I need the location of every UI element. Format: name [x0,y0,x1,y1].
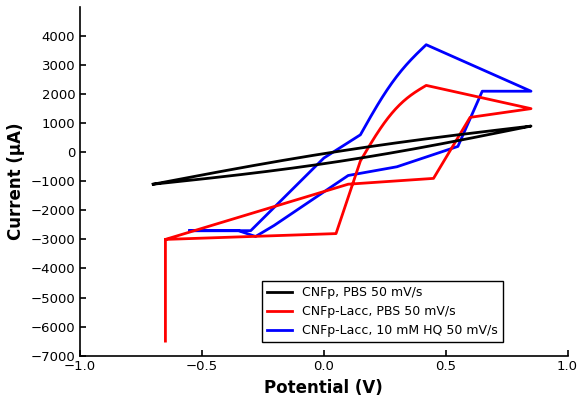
CNFp-Lacc, 10 mM HQ 50 mV/s [257,231,264,236]
CNFp, PBS 50 mV/s [301,164,308,169]
CNFp-Lacc, 10 mM HQ 50 mV/s [392,164,399,169]
CNFp, PBS 50 mV/s [171,179,178,184]
CNFp, PBS 50 mV/s [400,139,407,144]
CNFp, PBS 50 mV/s [291,156,298,161]
CNFp-Lacc, 10 mM HQ 50 mV/s [256,231,263,236]
CNFp-Lacc, PBS 50 mV/s [162,316,169,321]
CNFp-Lacc, 10 mM HQ 50 mV/s [186,228,193,233]
CNFp-Lacc, 10 mM HQ 50 mV/s [252,234,259,239]
Line: CNFp, PBS 50 mV/s: CNFp, PBS 50 mV/s [153,126,531,184]
CNFp-Lacc, PBS 50 mV/s [162,339,169,343]
CNFp, PBS 50 mV/s [198,173,205,177]
CNFp, PBS 50 mV/s [150,182,157,187]
X-axis label: Potential (V): Potential (V) [264,379,383,397]
Line: CNFp-Lacc, 10 mM HQ 50 mV/s: CNFp-Lacc, 10 mM HQ 50 mV/s [190,45,531,236]
Y-axis label: Current (μA): Current (μA) [7,122,25,240]
CNFp-Lacc, PBS 50 mV/s [444,153,451,158]
CNFp-Lacc, PBS 50 mV/s [162,237,169,242]
CNFp-Lacc, 10 mM HQ 50 mV/s [186,228,193,233]
Line: CNFp-Lacc, PBS 50 mV/s: CNFp-Lacc, PBS 50 mV/s [166,85,531,341]
CNFp-Lacc, 10 mM HQ 50 mV/s [423,42,430,47]
CNFp-Lacc, PBS 50 mV/s [423,83,430,88]
CNFp-Lacc, PBS 50 mV/s [479,113,486,118]
CNFp-Lacc, 10 mM HQ 50 mV/s [415,50,422,55]
CNFp, PBS 50 mV/s [528,124,535,128]
CNFp-Lacc, PBS 50 mV/s [252,210,259,215]
CNFp, PBS 50 mV/s [150,182,157,187]
Legend: CNFp, PBS 50 mV/s, CNFp-Lacc, PBS 50 mV/s, CNFp-Lacc, 10 mM HQ 50 mV/s: CNFp, PBS 50 mV/s, CNFp-Lacc, PBS 50 mV/… [262,281,503,343]
CNFp-Lacc, PBS 50 mV/s [526,106,533,111]
CNFp-Lacc, PBS 50 mV/s [526,106,533,111]
CNFp-Lacc, 10 mM HQ 50 mV/s [478,67,485,72]
CNFp-Lacc, 10 mM HQ 50 mV/s [236,228,243,233]
CNFp, PBS 50 mV/s [198,177,205,181]
